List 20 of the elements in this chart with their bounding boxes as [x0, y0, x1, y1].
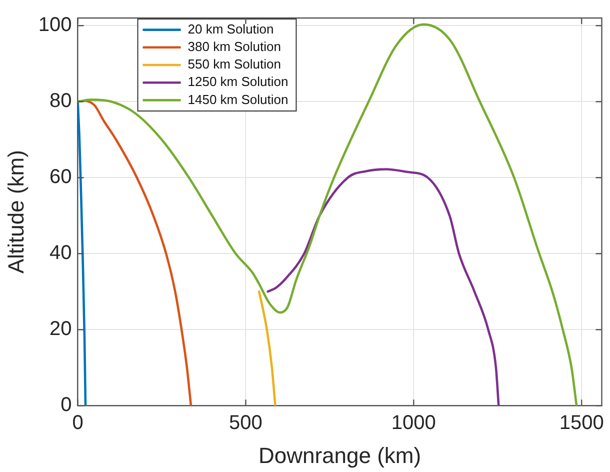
y-axis-title: Altitude (km) — [3, 150, 28, 274]
line-series — [78, 23, 578, 406]
legend-label: 380 km Solution — [188, 38, 282, 54]
line-series — [78, 100, 87, 406]
y-tick-label: 80 — [50, 90, 72, 112]
x-tick-label: 1500 — [559, 412, 604, 434]
legend-label: 1250 km Solution — [188, 74, 288, 90]
legend-label: 550 km Solution — [188, 56, 282, 72]
y-tick-label: 60 — [50, 166, 72, 188]
y-tick-label: 0 — [60, 394, 72, 416]
y-tick-label: 40 — [50, 242, 72, 264]
x-tick-label: 1000 — [391, 412, 436, 434]
legend-label: 20 km Solution — [188, 21, 274, 36]
legend-label: 1450 km Solution — [188, 92, 288, 107]
x-tick-label: 500 — [229, 412, 262, 434]
y-tick-label: 100 — [38, 14, 72, 36]
line-series — [266, 168, 500, 406]
line-series — [258, 290, 276, 406]
x-axis-title: Downrange (km) — [258, 442, 422, 468]
y-tick-label: 20 — [50, 318, 72, 340]
